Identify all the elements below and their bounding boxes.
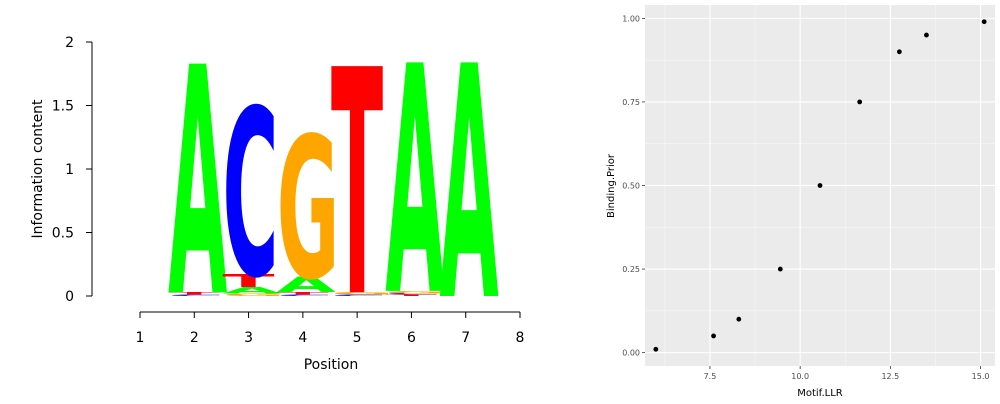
logo-letter-g: G [277,95,340,323]
logo-x-axis: 1 2 3 4 5 6 7 8 [136,311,525,346]
logo-letter-c: C [385,293,441,295]
logo-letter-a: A [168,1,227,366]
logo-letter-a: A [440,0,499,372]
logo-x-tick-label: 6 [407,330,416,346]
scatter-point [736,316,742,322]
scatter-x-tick-label: 15.0 [972,372,990,381]
logo-x-tick-label: 8 [516,330,525,346]
scatter-y-axis-label: Binding.Prior [606,153,617,218]
logo-y-axis-label: Information content [30,99,46,239]
logo-letter-c: C [222,62,278,329]
logo-x-tick-label: 3 [244,330,253,346]
logo-x-tick-label: 5 [353,330,362,346]
scatter-point [896,49,902,55]
logo-letter-g: G [331,292,394,296]
logo-y-tick-label: 1 [65,162,74,178]
logo-letter-a: A [385,0,444,365]
logo-letter-t: T [168,292,220,296]
scatter-x-tick-label: 10.0 [791,372,809,381]
scatter-grid [645,5,995,366]
logo-x-tick-label: 2 [190,330,199,346]
logo-x-tick-label: 7 [461,330,470,346]
scatter-point [981,19,987,25]
logo-y-tick-label: 1.5 [52,99,74,115]
logo-letter-g: G [385,290,448,294]
logo-x-tick-label: 1 [136,330,145,346]
scatter-y-tick-label: 1.00 [622,14,640,23]
scatter-points [653,19,987,352]
logo-letter-t: T [277,292,329,296]
logo-letter-a: A [222,285,281,295]
scatter-point [711,333,716,339]
logo-letter-c: C [331,294,387,296]
logo-y-tick-label: 0.5 [52,226,74,242]
scatter-y-tick-label: 0.75 [622,98,640,107]
logo-y-tick-label: 2 [65,35,74,51]
scatter-y-tick-label: 0.50 [622,182,640,191]
scatter-y-tick-label: 0.25 [622,265,640,274]
logo-letter-t: T [222,271,274,291]
scatter-point [777,266,783,272]
logo-letter-c: C [277,294,333,296]
logo-letter-g: G [222,293,285,297]
scatter-point [857,99,863,105]
scatter-point [653,346,659,352]
scatter-x-axis: 7.5 10.0 12.5 15.0 [704,366,990,381]
scatter-x-tick-label: 12.5 [881,372,899,381]
logo-y-axis: 0 0.5 1 1.5 2 [52,35,93,305]
logo-x-axis-label: Position [304,357,359,373]
logo-letter-a: A [277,273,337,297]
scatter-plot-panel: 7.5 10.0 12.5 15.0 0.00 0.25 0.50 0.75 1.00 Mot… [606,5,995,399]
scatter-x-axis-label: Motif.LLR [797,388,843,399]
scatter-y-axis: 0.00 0.25 0.50 0.75 1.00 [622,14,645,358]
logo-letter-t: T [331,5,383,366]
logo-letter-t: T [385,294,437,296]
scatter-x-tick-label: 7.5 [704,372,717,381]
scatter-y-tick-label: 0.00 [622,349,640,358]
scatter-point [817,183,823,188]
logo-y-tick-label: 0 [65,289,74,305]
logo-x-tick-label: 4 [298,330,307,346]
logo-letter-c: C [168,294,224,296]
scatter-point [924,32,929,38]
